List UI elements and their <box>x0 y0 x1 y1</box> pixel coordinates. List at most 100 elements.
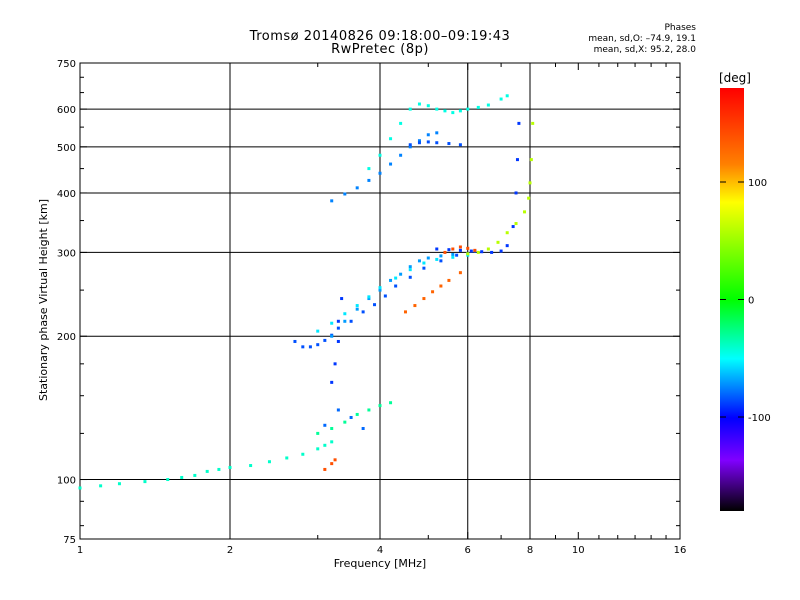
echo-point <box>486 103 490 107</box>
echo-point <box>217 467 221 471</box>
echo-point <box>293 339 297 343</box>
echo-point <box>378 288 382 292</box>
echo-point <box>435 131 439 135</box>
echo-point <box>378 286 382 290</box>
echo-point <box>505 244 509 248</box>
echo-point <box>458 271 462 275</box>
echo-point <box>378 153 382 157</box>
echo-point <box>447 278 451 282</box>
echo-point <box>417 139 421 143</box>
echo-point <box>527 196 531 200</box>
echo-point <box>330 334 334 338</box>
colorbar-tick-label: 0 <box>748 296 754 307</box>
echo-point <box>330 321 334 325</box>
echo-point <box>99 484 103 488</box>
echo-point <box>367 295 371 299</box>
plot-grid <box>80 63 680 539</box>
echo-point <box>413 304 417 308</box>
echo-point <box>408 107 412 111</box>
echo-point <box>355 186 359 190</box>
echo-point <box>330 380 334 384</box>
echo-point <box>394 276 398 280</box>
echo-point <box>316 447 320 451</box>
echo-point <box>486 247 490 251</box>
x-tick-label: 2 <box>227 545 233 556</box>
echo-point <box>343 420 347 424</box>
echo-point <box>336 319 340 323</box>
echo-point <box>458 248 462 252</box>
echo-point <box>505 231 509 235</box>
echo-point <box>361 310 365 314</box>
x-tick-label: 8 <box>527 545 533 556</box>
echo-point <box>180 475 184 479</box>
echo-point <box>323 423 327 427</box>
echo-point <box>435 141 439 145</box>
echo-point <box>473 248 477 252</box>
y-tick-label: 100 <box>57 476 76 487</box>
echo-point <box>480 250 484 254</box>
echo-point <box>443 109 447 113</box>
echo-point <box>343 192 347 196</box>
echo-point <box>451 255 455 259</box>
echo-point <box>431 290 435 294</box>
echo-point <box>389 401 393 405</box>
echo-point <box>394 284 398 288</box>
x-axis-label: Frequency [MHz] <box>334 557 426 570</box>
echo-point <box>78 486 82 490</box>
echo-point <box>143 480 147 484</box>
echo-point <box>443 250 447 254</box>
echo-point <box>408 265 412 269</box>
echo-point <box>505 94 509 98</box>
echo-point <box>389 162 393 166</box>
echo-point <box>336 326 340 330</box>
echo-point <box>267 460 271 464</box>
echo-point <box>514 222 518 226</box>
echo-point <box>367 178 371 182</box>
echo-point <box>355 304 359 308</box>
echo-point <box>399 121 403 125</box>
echo-point <box>117 482 121 486</box>
echo-point <box>378 171 382 175</box>
echo-point <box>435 257 439 261</box>
echo-point <box>426 133 430 137</box>
echo-point <box>466 107 470 111</box>
y-axis-label: Stationary phase Virtual Height [km] <box>37 199 50 401</box>
plot-title: Tromsø 20140826 09:18:00–09:19:43 <box>249 29 511 44</box>
echo-point <box>466 252 470 256</box>
echo-point <box>301 452 305 456</box>
colorbar-label: [deg] <box>719 71 751 85</box>
echo-point <box>349 415 353 419</box>
x-tick-label: 16 <box>674 545 687 556</box>
echo-point <box>336 408 340 412</box>
echo-point <box>531 121 535 125</box>
echo-point <box>417 102 421 106</box>
echo-point <box>426 140 430 144</box>
echo-point <box>316 431 320 435</box>
colorbar-tick-label: -100 <box>748 413 771 424</box>
echo-point <box>451 111 455 115</box>
echo-point <box>466 246 470 250</box>
echo-point <box>426 104 430 108</box>
echo-point <box>447 248 451 252</box>
echo-point <box>308 345 312 349</box>
echo-point <box>529 158 533 162</box>
echo-point <box>511 225 515 229</box>
colorbar-ticks: 100 0 -100 <box>720 178 771 424</box>
echo-point <box>340 297 344 301</box>
echo-point <box>514 191 518 195</box>
echo-point <box>249 464 253 468</box>
y-tick-label: 750 <box>57 59 76 70</box>
plot-subtitle: RwPretec (8p) <box>331 42 429 57</box>
echo-point <box>330 199 334 203</box>
echo-point <box>228 465 232 469</box>
echo-point <box>447 142 451 146</box>
echo-point <box>343 312 347 316</box>
echo-point <box>367 408 371 412</box>
y-tick-label: 200 <box>57 332 76 343</box>
x-tick-label: 10 <box>572 545 585 556</box>
echo-point <box>323 338 327 342</box>
echo-point <box>316 329 320 333</box>
echo-point <box>378 404 382 408</box>
echo-point <box>361 426 365 430</box>
echo-point <box>455 253 459 257</box>
